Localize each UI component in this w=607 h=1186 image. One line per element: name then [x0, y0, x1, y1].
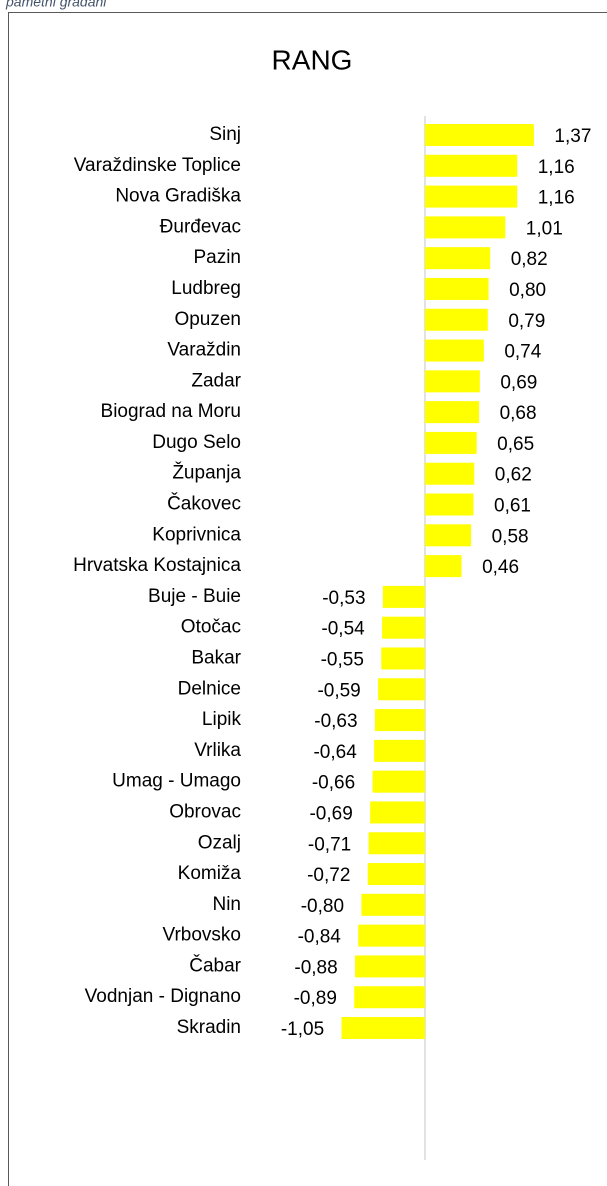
category-label: Čabar — [189, 954, 241, 976]
value-label: 0,82 — [511, 249, 548, 270]
category-label: Obrovac — [169, 801, 241, 822]
bar — [425, 154, 518, 177]
value-label: 1,16 — [538, 188, 575, 209]
bar — [361, 893, 425, 916]
bar — [372, 770, 425, 793]
bar — [355, 955, 425, 978]
value-label: -0,55 — [321, 649, 364, 670]
category-label: Nin — [212, 894, 241, 915]
bar — [374, 739, 425, 762]
value-label: -0,71 — [308, 834, 351, 855]
bar — [425, 339, 484, 362]
bar — [382, 616, 425, 639]
category-label: Sinj — [209, 124, 241, 145]
bar — [425, 308, 488, 331]
category-label: Vodnjan - Dignano — [85, 986, 241, 1007]
value-label: 0,46 — [482, 557, 519, 578]
value-label: 0,79 — [508, 311, 545, 332]
bar — [382, 585, 425, 608]
bar — [381, 647, 425, 670]
category-label: Skradin — [177, 1017, 241, 1038]
bar — [374, 709, 425, 732]
category-label: Varaždinske Toplice — [74, 155, 241, 176]
value-label: 0,62 — [495, 465, 532, 486]
value-label: -0,69 — [309, 803, 352, 824]
caption: pametni građani — [5, 0, 107, 10]
value-label: -0,89 — [294, 988, 337, 1009]
bar — [358, 924, 425, 947]
bar — [425, 185, 518, 208]
bar — [425, 462, 475, 485]
bar — [425, 277, 489, 300]
category-label: Čakovec — [167, 493, 241, 515]
bar — [368, 832, 425, 855]
bar — [425, 370, 480, 393]
value-label: 0,80 — [509, 280, 546, 301]
value-label: -0,53 — [322, 588, 365, 609]
value-label: 1,37 — [554, 126, 591, 147]
bar — [425, 524, 472, 547]
bar — [367, 863, 425, 886]
value-label: 0,61 — [494, 496, 531, 517]
value-label: -0,59 — [317, 680, 360, 701]
value-label: 0,68 — [500, 403, 537, 424]
bar — [354, 986, 425, 1009]
category-label: Ludbreg — [171, 278, 241, 299]
bar — [425, 247, 491, 270]
value-label: 0,74 — [504, 342, 541, 363]
category-label: Vrlika — [194, 740, 241, 761]
category-label: Vrbovsko — [163, 925, 242, 946]
category-label: Delnice — [178, 678, 241, 699]
value-label: -0,84 — [298, 927, 342, 948]
bar — [425, 493, 474, 516]
bar — [425, 431, 477, 454]
category-label: Ozalj — [198, 832, 241, 853]
value-label: -0,66 — [312, 773, 355, 794]
value-label: 0,65 — [497, 434, 534, 455]
bar — [425, 555, 462, 578]
category-label: Bakar — [191, 647, 241, 668]
category-label: Buje - Buie — [148, 586, 241, 607]
category-label: Đurđevac — [160, 216, 241, 237]
value-label: 0,69 — [500, 372, 537, 393]
bar — [370, 801, 425, 824]
category-label: Koprivnica — [152, 524, 241, 545]
value-label: 1,01 — [526, 218, 563, 239]
value-label: 1,16 — [538, 157, 575, 178]
category-label: Biograd na Moru — [101, 401, 241, 422]
category-label: Varaždin — [167, 340, 241, 361]
value-label: -0,64 — [313, 742, 357, 763]
bar — [425, 216, 506, 239]
value-label: -0,80 — [301, 896, 344, 917]
category-label: Dugo Selo — [152, 432, 241, 453]
bar — [425, 124, 534, 146]
value-label: -0,88 — [294, 957, 337, 978]
category-label: Komiža — [178, 863, 242, 884]
category-label: Opuzen — [174, 309, 241, 330]
category-label: Otočac — [181, 617, 241, 638]
category-label: Lipik — [202, 709, 242, 730]
value-label: -0,72 — [307, 865, 350, 886]
category-label: Umag - Umago — [112, 771, 241, 792]
bar — [425, 401, 480, 424]
category-label: Hrvatska Kostajnica — [73, 555, 241, 576]
chart-frame — [8, 12, 607, 1186]
bar — [341, 1017, 425, 1039]
bar — [378, 678, 425, 701]
value-label: 0,58 — [492, 526, 529, 547]
category-label: Zadar — [191, 370, 241, 391]
chart-title: RANG — [272, 44, 353, 75]
category-label: Županja — [172, 462, 241, 484]
value-label: -0,63 — [314, 711, 357, 732]
category-label: Nova Gradiška — [115, 186, 241, 207]
category-label: Pazin — [193, 247, 241, 268]
value-label: -1,05 — [281, 1019, 324, 1040]
value-label: -0,54 — [321, 619, 365, 640]
